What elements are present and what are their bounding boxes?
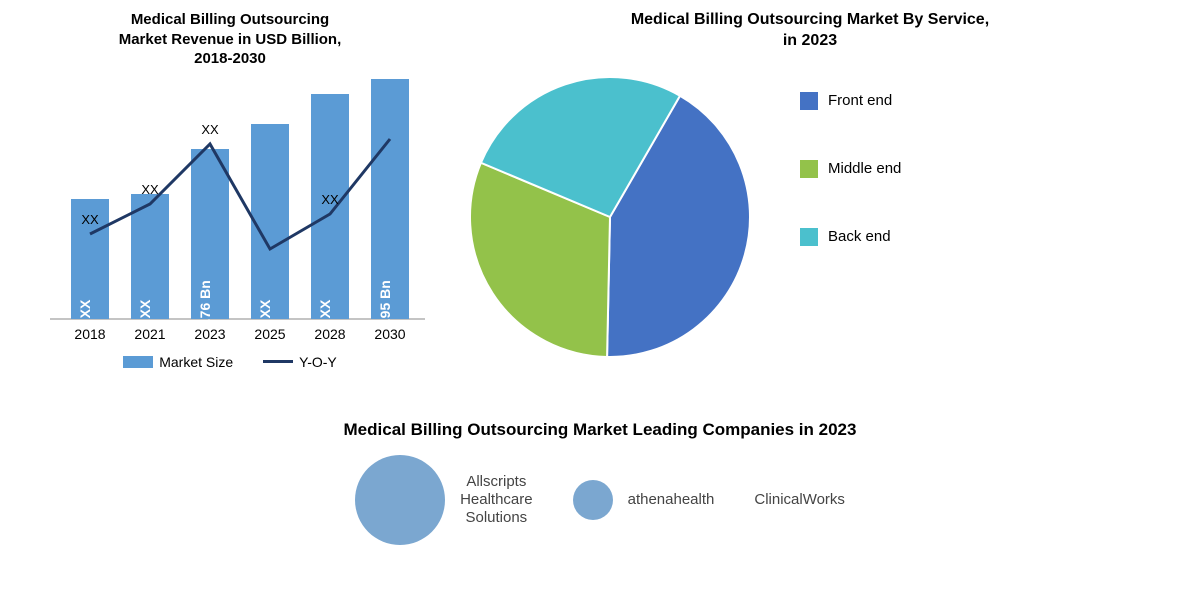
pie-legend-swatch	[800, 228, 818, 246]
pie-wrap: Front end Middle end Back end	[440, 62, 1180, 362]
top-row: Medical Billing Outsourcing Market Reven…	[20, 10, 1180, 410]
company-label: AllscriptsHealthcareSolutions	[460, 473, 533, 527]
bar-chart-plot: XXXXXXXX XXXX12.76 BnXXXX33.95 Bn 201820…	[30, 79, 430, 349]
pie-chart-section: Medical Billing Outsourcing Market By Se…	[440, 10, 1180, 410]
company-bubble-item: athenahealth	[573, 480, 715, 520]
yoy-label: XX	[321, 192, 339, 207]
bar-title-line2: Market Revenue in USD Billion,	[119, 31, 342, 48]
x-axis-label: 2018	[74, 326, 105, 342]
pie-legend-item: Back end	[800, 228, 901, 246]
bar	[251, 124, 289, 319]
pie-legend-label: Middle end	[828, 160, 901, 177]
pie-title-line1: Medical Billing Outsourcing Market By Se…	[631, 11, 989, 28]
bar-chart-section: Medical Billing Outsourcing Market Reven…	[20, 10, 440, 410]
yoy-label: XX	[201, 122, 219, 137]
company-bubble	[355, 455, 445, 545]
pie-legend-item: Middle end	[800, 160, 901, 178]
company-label: ClinicalWorks	[754, 491, 845, 509]
bar-chart-legend: Market Size Y-O-Y	[20, 354, 440, 370]
pie-legend: Front end Middle end Back end	[800, 92, 901, 246]
market-size-swatch	[123, 356, 153, 368]
x-axis-label: 2025	[254, 326, 285, 342]
bar-chart-title: Medical Billing Outsourcing Market Reven…	[20, 10, 440, 69]
x-axis-label: 2030	[374, 326, 405, 342]
pie-legend-label: Front end	[828, 92, 892, 109]
companies-title: Medical Billing Outsourcing Market Leadi…	[20, 420, 1180, 440]
pie-legend-item: Front end	[800, 92, 901, 110]
company-bubble-item: AllscriptsHealthcareSolutions	[355, 455, 533, 545]
pie-chart-svg	[460, 62, 760, 362]
bar-value-label: XX	[257, 299, 273, 318]
pie-legend-swatch	[800, 92, 818, 110]
bar-chart-svg: XXXXXXXX XXXX12.76 BnXXXX33.95 Bn 201820…	[30, 79, 430, 349]
bar-value-label: XX	[137, 299, 153, 318]
company-bubble-item: ClinicalWorks	[754, 491, 845, 509]
company-label: athenahealth	[628, 491, 715, 509]
legend-item-yoy: Y-O-Y	[263, 354, 337, 370]
yoy-swatch	[263, 360, 293, 363]
pie-chart-title: Medical Billing Outsourcing Market By Se…	[440, 10, 1180, 52]
x-labels-group: 2018 2021 2023 2025 2028 2030	[74, 326, 405, 342]
yoy-label: XX	[81, 212, 99, 227]
yoy-label: XX	[141, 182, 159, 197]
bar-value-label: XX	[77, 299, 93, 318]
company-bubble	[573, 480, 613, 520]
x-axis-label: 2021	[134, 326, 165, 342]
pie-title-line2: in 2023	[783, 32, 837, 49]
companies-bubbles-row: AllscriptsHealthcareSolutions athenahealt…	[20, 455, 1180, 545]
bar-value-label: XX	[317, 299, 333, 318]
legend-item-market-size: Market Size	[123, 354, 233, 370]
companies-section: Medical Billing Outsourcing Market Leadi…	[20, 420, 1180, 545]
bar-title-line3: 2018-2030	[194, 50, 266, 67]
x-axis-label: 2023	[194, 326, 225, 342]
legend-label-yoy: Y-O-Y	[299, 354, 337, 370]
legend-label-market-size: Market Size	[159, 354, 233, 370]
pie-legend-swatch	[800, 160, 818, 178]
x-axis-label: 2028	[314, 326, 345, 342]
bar-title-line1: Medical Billing Outsourcing	[131, 11, 329, 28]
pie-legend-label: Back end	[828, 228, 891, 245]
